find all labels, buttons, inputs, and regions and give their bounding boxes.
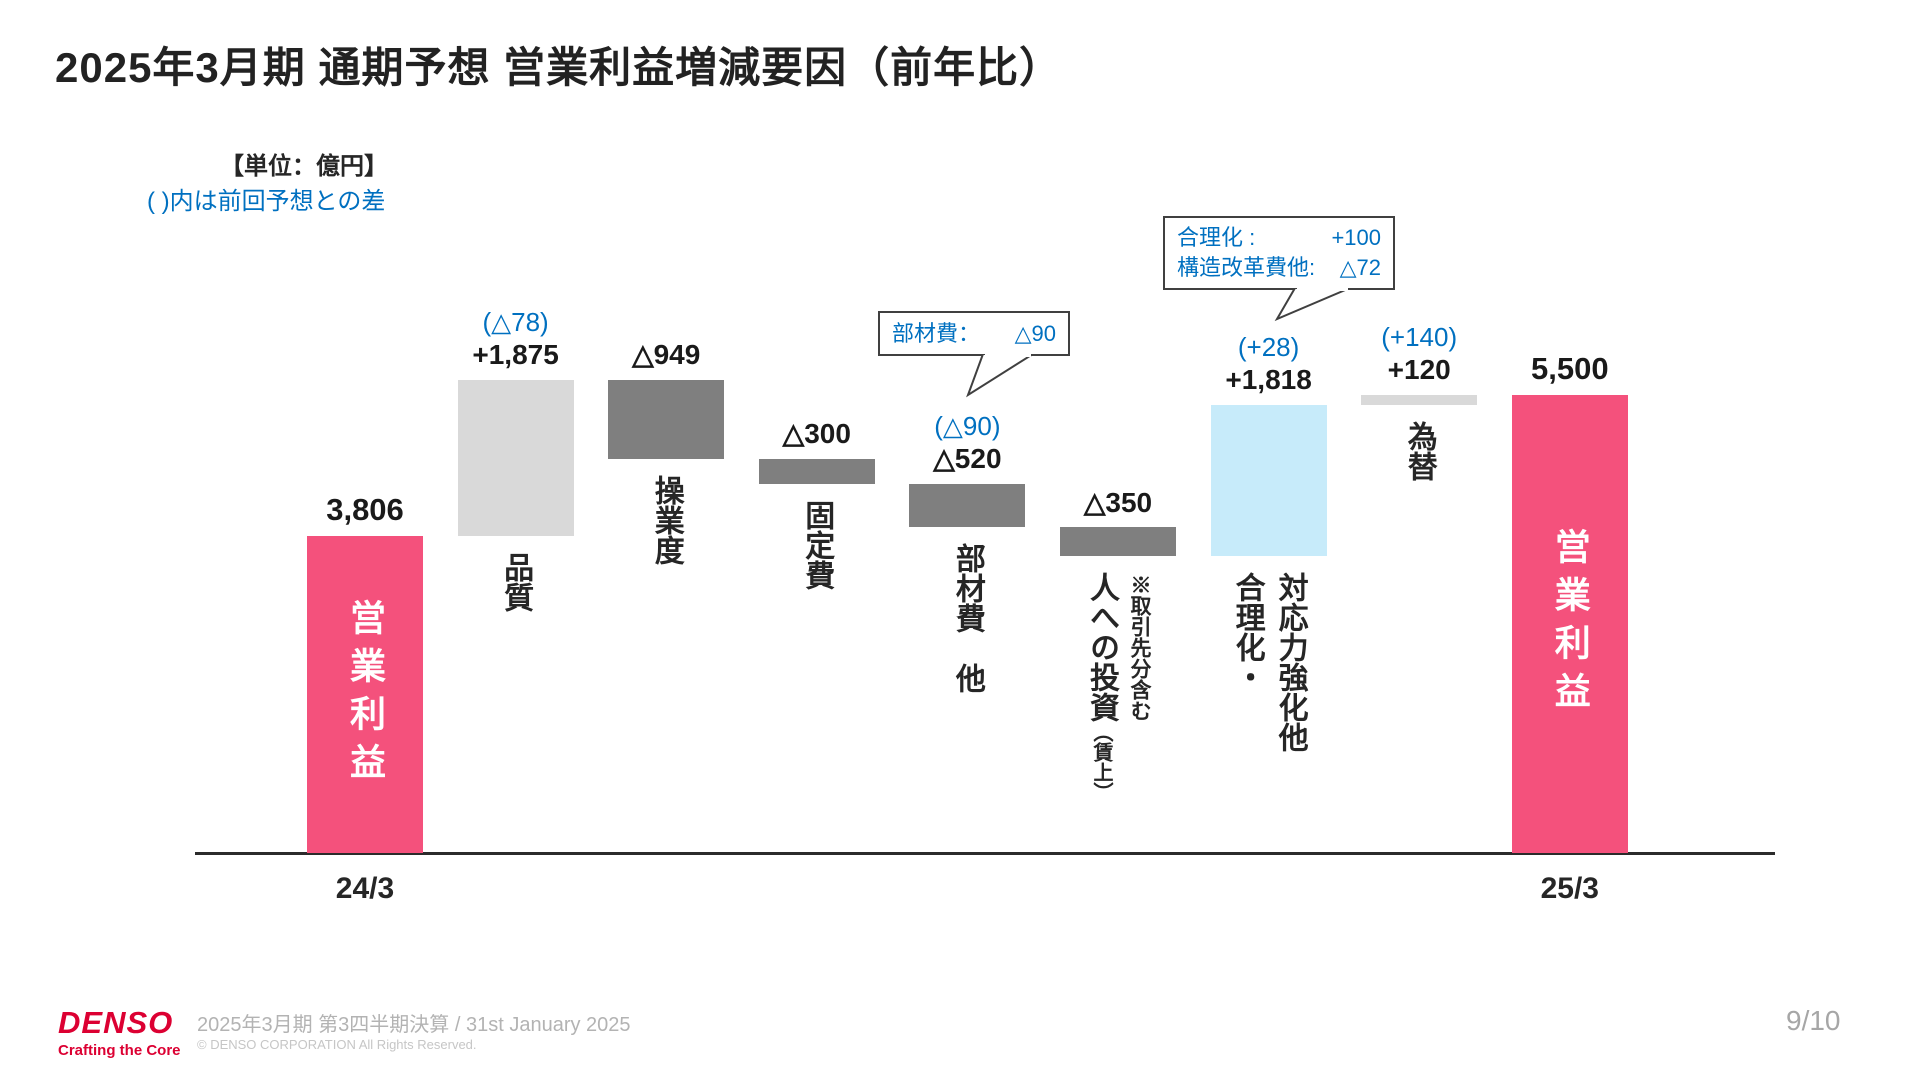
axis-tick-label: 25/3: [1540, 872, 1599, 905]
bar-category-text: 部材費 他: [950, 543, 984, 694]
unit-note: 【単位：億円】: [220, 153, 388, 180]
bar-category-text: 対応力強化他: [1273, 572, 1307, 753]
bar-category-label: 部材費 他: [951, 543, 984, 693]
callout-value: △90: [1014, 320, 1056, 346]
bar-value-label: 3,806: [326, 491, 404, 527]
bar-category-label: 品質: [499, 552, 532, 612]
bar-category-text: 人への投資（賃上）: [1084, 572, 1118, 803]
bar-category-label: 合理化・ 対応力強化他: [1231, 572, 1307, 752]
bar-value-label: △520: [933, 443, 1002, 475]
bar-inner-label: 営業利益: [345, 598, 386, 791]
bar-inner-label: 営業利益: [1549, 528, 1591, 720]
bar-materials-cost-etc: [909, 483, 1026, 528]
bar-value-label: +1,818: [1225, 364, 1312, 396]
legend-note: ( )内は前回予想との差: [147, 188, 386, 215]
bar-value-labels: (+140) +120: [1381, 321, 1457, 387]
callout-materials-tail: [966, 354, 1035, 398]
callout-rationalization: 合理化 : +100 構造改革費他: △72: [1163, 216, 1395, 290]
callout-value: +100: [1331, 225, 1381, 251]
page-number: 9/10: [1786, 1005, 1841, 1036]
bar-category-text: 合理化・: [1230, 572, 1264, 693]
callout-line: 部材費： △90: [892, 319, 1056, 349]
bar-forex: [1361, 395, 1478, 405]
bar-value-labels: (△90) △520: [933, 410, 1001, 476]
bar-operating-profit-25: 営業利益: [1511, 395, 1628, 853]
bar-responsiveness-rationalization: [1210, 404, 1327, 557]
bar-fixed-costs: [758, 458, 875, 484]
bar-value-labels: 3,806: [326, 491, 404, 528]
callout-label: 部材費：: [892, 320, 981, 346]
footer-copyright: © DENSO CORPORATION All Rights Reserved.: [197, 1037, 477, 1052]
denso-logo: DENSO Crafting the Core: [58, 1005, 181, 1059]
bar-operating-profit-24: 営業利益: [307, 536, 423, 853]
axis-tick-label: 24/3: [335, 872, 395, 905]
bar-value-labels: (△78) +1,875: [472, 306, 558, 372]
callout-label: 合理化 :: [1177, 225, 1256, 251]
bar-value-label: +120: [1387, 354, 1451, 386]
bar-category-label: 為替: [1403, 421, 1436, 481]
bar-diff-label: (△90): [934, 410, 1001, 441]
bar-value-labels: 5,500: [1531, 350, 1609, 387]
x-axis-line: [195, 852, 1775, 855]
callout-line: 構造改革費他: △72: [1177, 253, 1381, 283]
bar-category-label: 人への投資（賃上） ※取引先分含む: [1085, 572, 1151, 802]
bar-value-label: △949: [632, 339, 701, 371]
bar-utilization: [608, 379, 725, 459]
callout-materials-cost: 部材費： △90: [878, 311, 1070, 356]
callout-value: △72: [1339, 255, 1381, 280]
bar-value-label: △350: [1083, 486, 1153, 518]
callout-rationalization-tail: [1274, 288, 1351, 322]
bar-category-sub: （賃上）: [1089, 722, 1112, 803]
bar-investment-in-people: [1060, 527, 1176, 557]
bar-category-label: 操業度: [650, 475, 683, 565]
denso-logo-tagline: Crafting the Core: [58, 1042, 181, 1059]
bar-value-labels: △949: [632, 338, 700, 372]
bar-category-note: ※取引先分含む: [1128, 574, 1152, 722]
page-title: 2025年3月期 通期予想 営業利益増減要因（前年比）: [55, 44, 1063, 91]
bar-category-label: 固定費: [800, 500, 833, 590]
bar-quality: [457, 379, 574, 537]
bar-diff-label: (+28): [1237, 331, 1300, 362]
bar-category-text: 固定費: [800, 499, 834, 590]
bar-diff-label: (+140): [1381, 321, 1458, 352]
callout-label: 構造改革費他:: [1177, 255, 1316, 280]
bar-value-label: +1,875: [472, 339, 559, 371]
bar-value-labels: △300: [783, 417, 851, 451]
callout-line: 合理化 : +100: [1177, 223, 1381, 253]
bar-value-labels: (+28) +1,818: [1225, 331, 1311, 397]
bar-value-label: △300: [782, 418, 851, 450]
bar-category-text: 為替: [1402, 420, 1436, 481]
bar-diff-label: (△78): [482, 306, 549, 337]
bar-category-text: 操業度: [649, 474, 683, 565]
bar-category-text: 品質: [499, 552, 533, 613]
denso-logo-wordmark: DENSO: [58, 1005, 174, 1040]
bar-value-labels: △350: [1084, 486, 1152, 520]
footer-event-title: 2025年3月期 第3四半期決算 / 31st January 2025: [197, 1014, 631, 1036]
bar-value-label: 5,500: [1531, 350, 1609, 386]
